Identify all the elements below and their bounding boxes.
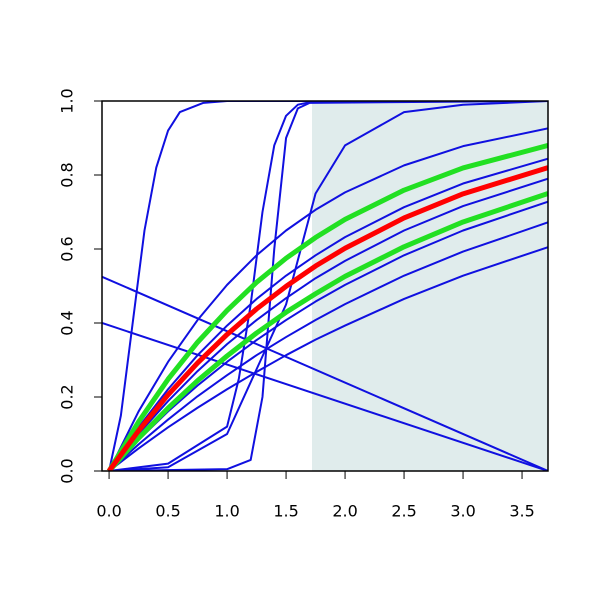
curve	[107, 191, 548, 471]
curve	[108, 101, 548, 471]
curve	[109, 101, 548, 471]
curve	[102, 275, 548, 471]
curve	[102, 322, 548, 471]
curve	[108, 246, 548, 471]
y-tick-label: 0.0	[58, 458, 77, 483]
curve	[106, 142, 548, 471]
x-tick-label: 2.5	[391, 502, 416, 521]
curve	[107, 165, 548, 471]
curve	[108, 127, 548, 471]
y-tick-label: 0.2	[58, 384, 77, 409]
y-tick-label: 0.6	[58, 236, 77, 261]
curve	[108, 221, 548, 471]
x-tick-label: 3.0	[450, 502, 475, 521]
plot-area	[102, 101, 548, 471]
y-tick-label: 0.8	[58, 162, 77, 187]
curve	[109, 101, 548, 471]
x-tick-label: 0.5	[155, 502, 180, 521]
plot-frame	[101, 100, 549, 472]
x-tick-label: 0.0	[96, 502, 121, 521]
x-tick-label: 1.5	[273, 502, 298, 521]
x-tick-label: 2.0	[332, 502, 357, 521]
x-tick-label: 3.5	[509, 502, 534, 521]
curve	[108, 177, 548, 471]
y-tick-label: 0.4	[58, 310, 77, 335]
shaded-region	[312, 101, 548, 471]
curve	[108, 101, 548, 471]
y-tick-label: 1.0	[58, 88, 77, 113]
x-tick-label: 1.0	[214, 502, 239, 521]
